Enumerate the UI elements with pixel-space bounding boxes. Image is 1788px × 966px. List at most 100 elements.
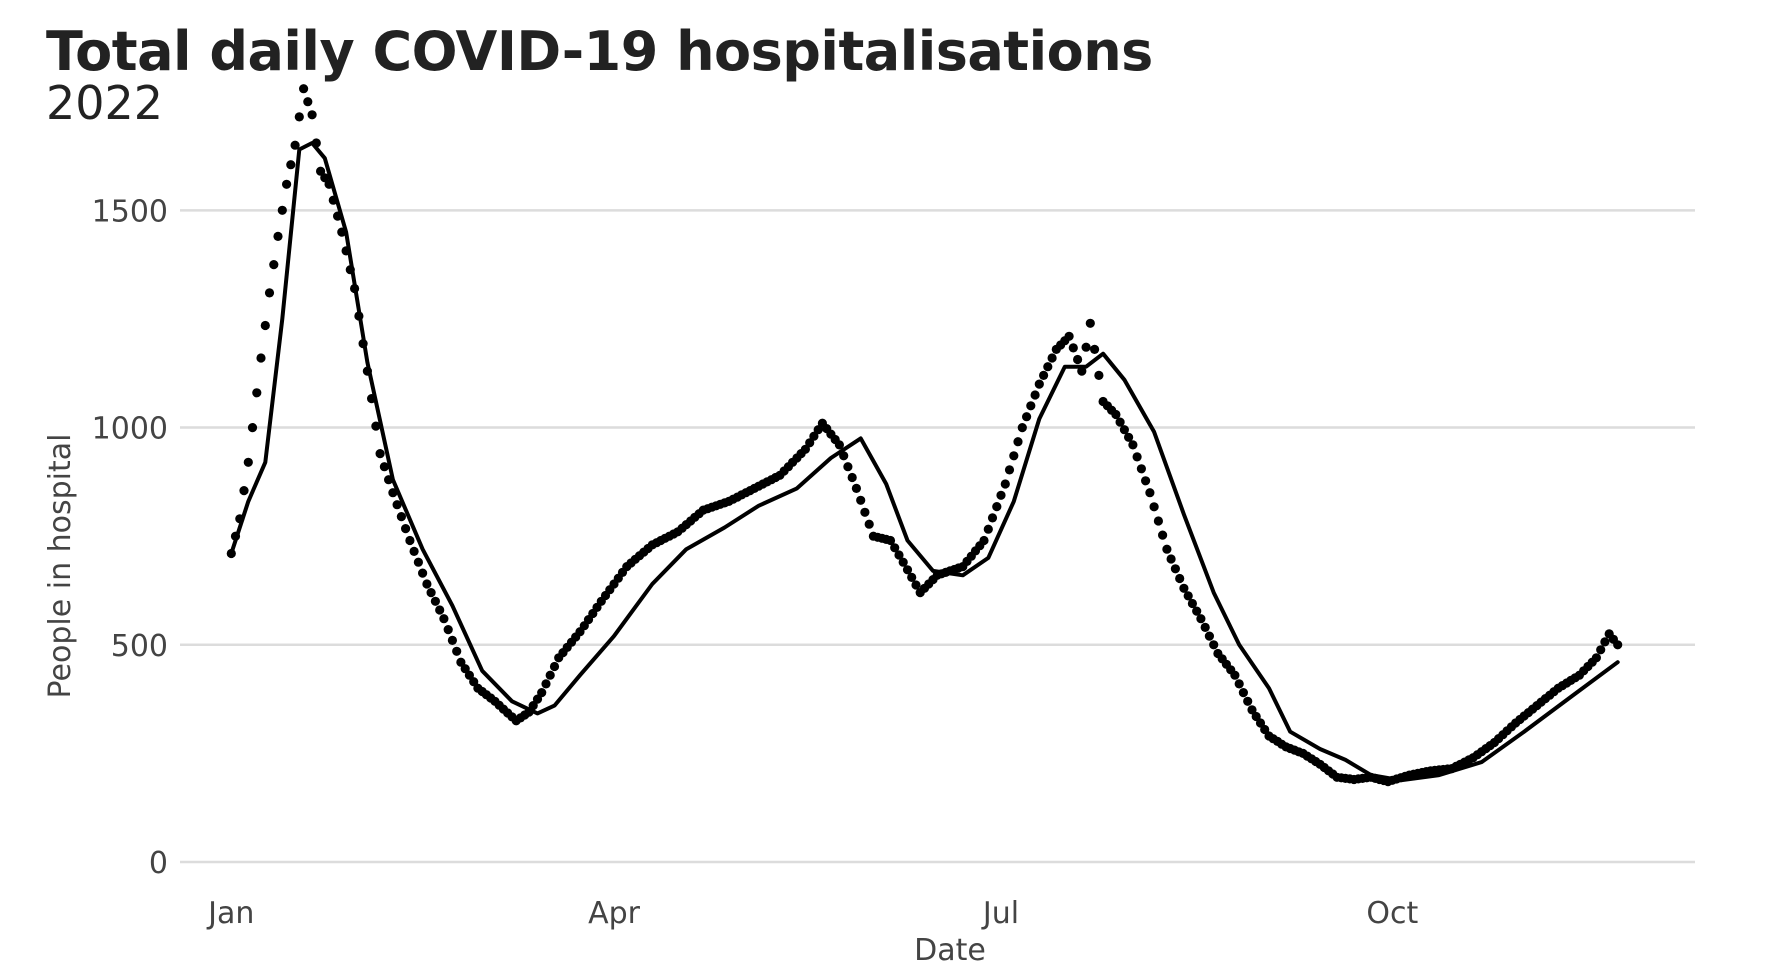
data-point — [1013, 437, 1023, 447]
data-point — [864, 519, 874, 529]
data-point — [256, 353, 266, 363]
data-point — [443, 625, 453, 635]
data-point — [299, 84, 309, 94]
data-point — [545, 670, 555, 680]
data-point — [1591, 653, 1601, 663]
chart-subtitle: 2022 — [46, 76, 164, 130]
data-point — [264, 288, 275, 298]
data-point — [1600, 637, 1610, 647]
data-point — [405, 535, 415, 546]
data-point — [847, 472, 857, 483]
y-axis-ticks: 0 500 1000 1500 — [92, 194, 168, 881]
data-point — [1064, 331, 1074, 341]
data-point — [1128, 440, 1138, 450]
data-point — [1149, 502, 1159, 512]
data-point — [1115, 417, 1125, 427]
data-point — [239, 486, 249, 496]
data-point — [1124, 432, 1134, 442]
data-point — [532, 694, 543, 704]
data-point — [426, 588, 436, 598]
data-point — [1209, 640, 1219, 650]
data-point — [243, 457, 253, 467]
data-point — [418, 568, 428, 578]
data-point — [439, 614, 449, 624]
data-point — [809, 431, 819, 441]
data-point — [371, 421, 381, 431]
data-point — [1196, 614, 1206, 624]
data-point — [1230, 670, 1240, 680]
data-point — [856, 495, 866, 505]
data-point — [269, 260, 279, 270]
data-point — [1596, 645, 1606, 655]
data-point — [1077, 366, 1087, 376]
data-point — [320, 173, 330, 183]
data-point — [1255, 718, 1266, 728]
y-axis-label: People in hospital — [43, 434, 78, 699]
data-point — [1238, 688, 1248, 698]
trend-line-0 — [229, 141, 1620, 783]
data-point — [1234, 679, 1244, 689]
data-point — [1009, 451, 1019, 461]
data-point — [549, 661, 560, 672]
data-point — [1119, 425, 1129, 435]
data-point — [1047, 353, 1057, 363]
data-point — [1247, 705, 1257, 715]
data-point — [375, 449, 385, 459]
data-point — [1073, 354, 1083, 365]
data-point — [379, 462, 389, 472]
data-point — [1000, 479, 1010, 489]
data-point — [409, 546, 419, 557]
data-point — [1094, 370, 1104, 380]
data-point — [303, 97, 313, 107]
data-point — [1039, 370, 1049, 380]
data-point — [979, 535, 989, 546]
x-tick-label: Apr — [588, 896, 641, 931]
y-tick-label: 500 — [111, 629, 168, 664]
data-point — [1145, 488, 1155, 498]
data-point — [456, 657, 466, 667]
data-point — [800, 444, 811, 454]
data-point — [294, 112, 304, 122]
data-point — [435, 605, 445, 615]
data-point — [1081, 342, 1091, 352]
data-point — [1175, 573, 1185, 584]
data-point — [430, 596, 440, 606]
chart-title: Total daily COVID-19 hospitalisations — [46, 20, 1153, 83]
data-point — [987, 513, 998, 523]
data-point — [1132, 452, 1142, 462]
data-point — [898, 557, 908, 567]
data-point — [1022, 412, 1032, 422]
data-point — [1068, 343, 1078, 353]
x-tick-label: Jul — [981, 896, 1019, 931]
data-point — [1192, 606, 1202, 616]
data-point — [1183, 591, 1193, 601]
data-point — [1260, 724, 1270, 735]
data-point — [396, 511, 406, 522]
data-point — [388, 488, 398, 498]
data-point — [902, 565, 913, 575]
data-point — [1153, 516, 1163, 526]
x-axis-ticks: Jan Apr Jul Oct — [206, 896, 1418, 931]
data-point — [273, 231, 283, 241]
x-tick-label: Oct — [1366, 896, 1418, 931]
data-point — [885, 535, 896, 546]
data-point — [401, 524, 411, 534]
data-point — [1251, 711, 1261, 722]
y-tick-label: 0 — [149, 846, 168, 881]
data-point — [460, 664, 470, 674]
data-point — [1243, 696, 1253, 706]
data-point — [1179, 583, 1189, 593]
data-point — [537, 688, 547, 698]
trend-line-layer — [229, 141, 1620, 783]
data-point — [528, 701, 538, 711]
data-point — [252, 388, 262, 398]
data-point — [392, 500, 402, 510]
data-point — [1026, 401, 1036, 411]
data-point — [890, 543, 900, 553]
data-point — [1111, 409, 1121, 420]
y-tick-label: 1500 — [92, 194, 168, 229]
data-point — [316, 166, 326, 176]
data-point — [843, 462, 853, 472]
data-point — [307, 110, 317, 120]
data-point — [813, 425, 823, 435]
